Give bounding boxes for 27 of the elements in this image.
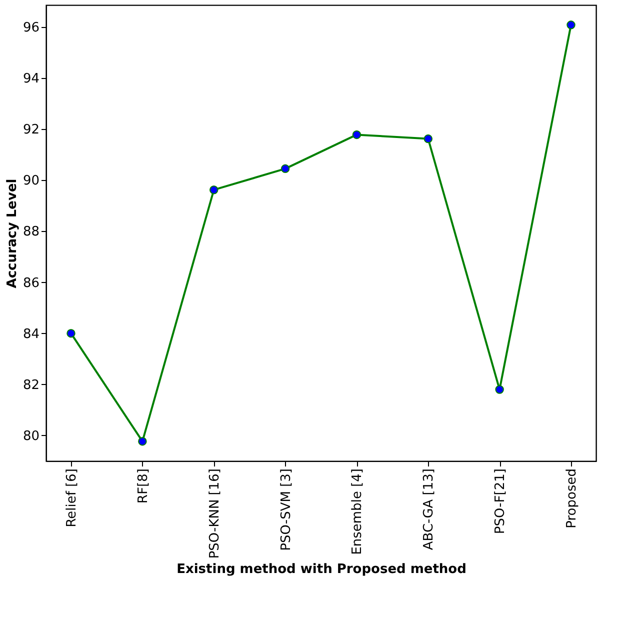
y-tick-label: 90 <box>22 174 40 189</box>
point <box>566 20 576 30</box>
y-tick-label: 84 <box>22 326 40 342</box>
x-tick-label: ABC-GA [13] <box>422 468 437 550</box>
x-tick-label: PSO-SVM [3] <box>278 468 294 551</box>
point <box>280 164 290 174</box>
x-tick-label: RF[8] <box>136 468 151 504</box>
y-tick-label: 82 <box>22 378 40 393</box>
y-tick-label: 80 <box>22 428 40 444</box>
x-tick-label: Proposed <box>564 468 580 528</box>
y-tick-label: 96 <box>22 20 40 36</box>
point <box>209 185 218 194</box>
y-tick-label: 88 <box>22 224 40 240</box>
x-tick-label: PSO-F[21] <box>493 468 508 534</box>
y-axis-title: Accuracy Level <box>4 178 20 288</box>
y-tick-label: 86 <box>22 276 40 291</box>
point <box>352 130 362 140</box>
point <box>424 134 433 144</box>
x-axis-title: Existing method with Proposed method <box>176 562 466 577</box>
x-tick-label: Relief [6] <box>64 468 80 528</box>
point <box>66 328 76 338</box>
point <box>138 436 147 446</box>
x-tick-label: Ensemble [4] <box>350 468 366 555</box>
y-tick-label: 94 <box>22 72 40 87</box>
point <box>495 385 504 394</box>
y-tick-label: 92 <box>22 122 40 138</box>
x-tick-label: PSO-KNN [16] <box>207 468 222 559</box>
